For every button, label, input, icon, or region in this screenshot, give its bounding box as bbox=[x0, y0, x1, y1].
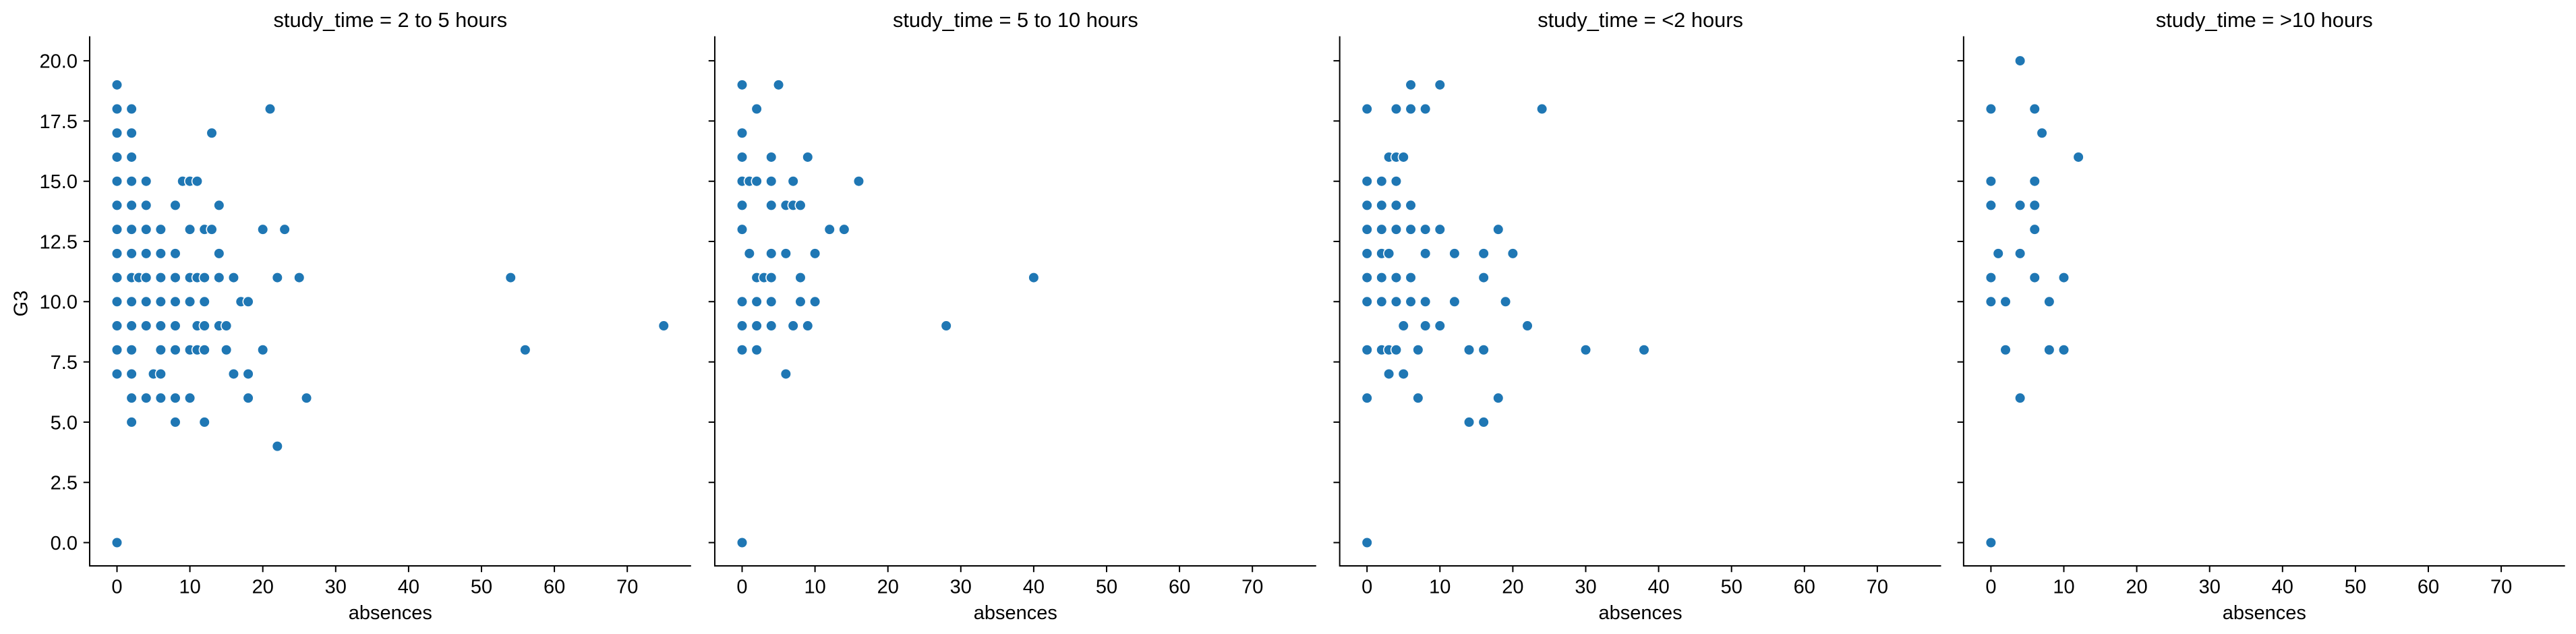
svg-text:0.0: 0.0 bbox=[51, 533, 78, 554]
svg-text:20: 20 bbox=[877, 577, 899, 598]
svg-text:30: 30 bbox=[950, 577, 972, 598]
svg-text:0: 0 bbox=[1362, 577, 1372, 598]
svg-text:60: 60 bbox=[1169, 577, 1190, 598]
svg-text:5.0: 5.0 bbox=[51, 412, 78, 434]
svg-text:70: 70 bbox=[1241, 577, 1263, 598]
svg-text:60: 60 bbox=[544, 577, 565, 598]
svg-text:absences: absences bbox=[349, 602, 432, 624]
svg-text:12.5: 12.5 bbox=[40, 231, 78, 253]
svg-text:40: 40 bbox=[2272, 577, 2293, 598]
svg-text:50: 50 bbox=[2345, 577, 2366, 598]
svg-text:20: 20 bbox=[1502, 577, 1523, 598]
svg-text:absences: absences bbox=[2223, 602, 2306, 624]
svg-text:30: 30 bbox=[325, 577, 347, 598]
svg-text:70: 70 bbox=[616, 577, 638, 598]
svg-text:60: 60 bbox=[1794, 577, 1815, 598]
svg-text:50: 50 bbox=[1721, 577, 1743, 598]
svg-text:0: 0 bbox=[111, 577, 122, 598]
svg-text:17.5: 17.5 bbox=[40, 111, 78, 133]
svg-text:10: 10 bbox=[1429, 577, 1451, 598]
svg-text:40: 40 bbox=[1647, 577, 1669, 598]
svg-text:study_time = 2 to 5 hours: study_time = 2 to 5 hours bbox=[274, 8, 508, 32]
svg-text:20: 20 bbox=[2126, 577, 2147, 598]
svg-text:20: 20 bbox=[252, 577, 274, 598]
svg-text:2.5: 2.5 bbox=[51, 473, 78, 494]
svg-text:40: 40 bbox=[1023, 577, 1045, 598]
svg-text:70: 70 bbox=[1867, 577, 1888, 598]
svg-text:study_time = <2 hours: study_time = <2 hours bbox=[1538, 8, 1743, 32]
svg-text:30: 30 bbox=[1575, 577, 1596, 598]
svg-text:G3: G3 bbox=[11, 291, 32, 317]
svg-text:10.0: 10.0 bbox=[40, 292, 78, 314]
svg-text:10: 10 bbox=[2053, 577, 2074, 598]
svg-text:absences: absences bbox=[974, 602, 1057, 624]
svg-text:0: 0 bbox=[736, 577, 747, 598]
svg-text:20.0: 20.0 bbox=[40, 51, 78, 73]
svg-text:10: 10 bbox=[179, 577, 200, 598]
svg-text:7.5: 7.5 bbox=[51, 352, 78, 374]
svg-text:absences: absences bbox=[1598, 602, 1682, 624]
svg-text:10: 10 bbox=[804, 577, 825, 598]
svg-text:40: 40 bbox=[398, 577, 419, 598]
svg-text:70: 70 bbox=[2490, 577, 2512, 598]
svg-text:study_time = 5 to 10 hours: study_time = 5 to 10 hours bbox=[893, 8, 1138, 32]
svg-text:study_time = >10 hours: study_time = >10 hours bbox=[2156, 8, 2373, 32]
svg-text:50: 50 bbox=[1096, 577, 1117, 598]
svg-text:50: 50 bbox=[471, 577, 492, 598]
svg-text:30: 30 bbox=[2199, 577, 2221, 598]
svg-text:0: 0 bbox=[1985, 577, 1996, 598]
svg-text:60: 60 bbox=[2418, 577, 2439, 598]
svg-text:15.0: 15.0 bbox=[40, 171, 78, 193]
